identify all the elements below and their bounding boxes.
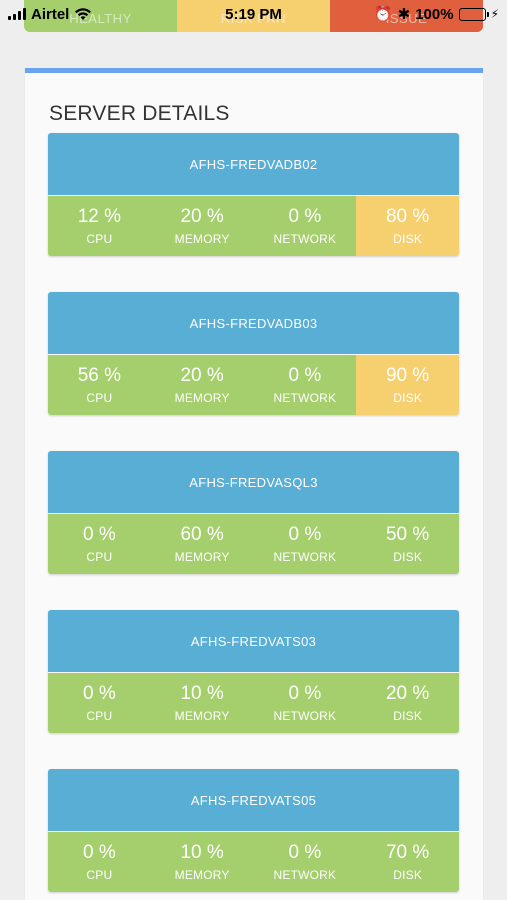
metric-network[interactable]: 0 % NETWORK bbox=[253, 514, 357, 574]
alarm-icon: ⏰ bbox=[373, 6, 393, 23]
server-card[interactable]: AFHS-FREDVADB02 12 % CPU 20 % MEMORY 0 % NETWO… bbox=[48, 133, 459, 256]
metric-memory-value: 20 % bbox=[180, 206, 224, 227]
metric-memory-label: MEMORY bbox=[174, 868, 230, 882]
legend-issue[interactable]: ISSUE bbox=[330, 0, 483, 32]
metric-network-value: 0 % bbox=[288, 842, 322, 863]
metric-disk-value: 80 % bbox=[385, 206, 430, 227]
metric-disk[interactable]: 20 % DISK bbox=[356, 673, 459, 733]
metric-network[interactable]: 0 % NETWORK bbox=[253, 673, 357, 733]
metric-memory-value: 60 % bbox=[180, 524, 224, 545]
server-name[interactable]: AFHS-FREDVATS05 bbox=[48, 769, 459, 831]
metric-disk-label: DISK bbox=[393, 391, 423, 405]
server-name[interactable]: AFHS-FREDVADB02 bbox=[48, 133, 459, 195]
legend-risk-label: RISK PRN bbox=[220, 11, 287, 26]
metric-disk[interactable]: 80 % DISK bbox=[356, 196, 459, 256]
metric-cpu-label: CPU bbox=[86, 391, 113, 405]
metric-cpu-label: CPU bbox=[86, 550, 113, 564]
metric-cpu[interactable]: 56 % CPU bbox=[48, 355, 151, 415]
wifi-icon bbox=[75, 8, 92, 20]
server-name[interactable]: AFHS-FREDVADB03 bbox=[48, 292, 459, 354]
metric-memory-label: MEMORY bbox=[174, 709, 230, 723]
metric-network-value: 0 % bbox=[288, 365, 322, 386]
carrier-name: Airtel bbox=[31, 5, 70, 23]
metric-network-label: NETWORK bbox=[273, 391, 337, 405]
server-card[interactable]: AFHS-FREDVATS05 0 % CPU 10 % MEMORY 0 % NETWOR… bbox=[48, 769, 459, 892]
status-bar: Airtel 5:19 PM ⏰ ✱ 100% ⚡ bbox=[0, 0, 507, 28]
metric-network[interactable]: 0 % NETWORK bbox=[253, 355, 357, 415]
metric-memory-label: MEMORY bbox=[174, 391, 230, 405]
metric-network-label: NETWORK bbox=[273, 709, 337, 723]
page-title: SERVER DETAILS bbox=[49, 102, 230, 125]
metric-network-value: 0 % bbox=[288, 683, 322, 704]
health-legend: HEALTHY RISK PRN ISSUE bbox=[24, 0, 483, 32]
metric-disk-label: DISK bbox=[393, 868, 423, 882]
server-card[interactable]: AFHS-FREDVASQL3 0 % CPU 60 % MEMORY 0 % NETWOR… bbox=[48, 451, 459, 574]
metric-cpu[interactable]: 0 % CPU bbox=[48, 514, 151, 574]
metric-disk-label: DISK bbox=[393, 709, 423, 723]
legend-healthy[interactable]: HEALTHY bbox=[24, 0, 177, 32]
server-card[interactable]: AFHS-FREDVADB03 56 % CPU 20 % MEMORY 0 % NETWO… bbox=[48, 292, 459, 415]
metric-disk-value: 90 % bbox=[385, 365, 430, 386]
metric-disk[interactable]: 70 % DISK bbox=[356, 832, 459, 892]
server-name[interactable]: AFHS-FREDVASQL3 bbox=[48, 451, 459, 513]
metric-cpu[interactable]: 12 % CPU bbox=[48, 196, 151, 256]
metric-memory[interactable]: 20 % MEMORY bbox=[150, 355, 254, 415]
battery-percent: 100% bbox=[415, 5, 454, 23]
metric-cpu[interactable]: 0 % CPU bbox=[48, 832, 151, 892]
metrics-row: 56 % CPU 20 % MEMORY 0 % NETWORK 90 % DISK bbox=[48, 354, 459, 415]
metric-network[interactable]: 0 % NETWORK bbox=[253, 196, 357, 256]
metric-memory[interactable]: 10 % MEMORY bbox=[150, 832, 254, 892]
metric-cpu-value: 0 % bbox=[83, 842, 116, 863]
server-details-panel: SERVER DETAILS AFHS-FREDVADB02 12 % CPU 20 … bbox=[25, 68, 483, 900]
metric-disk-label: DISK bbox=[393, 550, 423, 564]
metric-network-label: NETWORK bbox=[273, 868, 337, 882]
metric-cpu-value: 56 % bbox=[77, 365, 122, 386]
metrics-row: 12 % CPU 20 % MEMORY 0 % NETWORK 80 % DISK bbox=[48, 195, 459, 256]
metric-disk-value: 50 % bbox=[385, 524, 430, 545]
metric-cpu-label: CPU bbox=[86, 232, 113, 246]
server-card[interactable]: AFHS-FREDVATS03 0 % CPU 10 % MEMORY 0 % NETWOR… bbox=[48, 610, 459, 733]
metric-memory-value: 10 % bbox=[180, 683, 224, 704]
metric-memory[interactable]: 10 % MEMORY bbox=[150, 673, 254, 733]
metric-cpu[interactable]: 0 % CPU bbox=[48, 673, 151, 733]
metric-cpu-label: CPU bbox=[86, 709, 113, 723]
legend-issue-label: ISSUE bbox=[385, 11, 428, 26]
metrics-row: 0 % CPU 60 % MEMORY 0 % NETWORK 50 % DISK bbox=[48, 513, 459, 574]
metric-network[interactable]: 0 % NETWORK bbox=[253, 832, 357, 892]
metric-disk-value: 20 % bbox=[385, 683, 430, 704]
metric-network-value: 0 % bbox=[288, 206, 322, 227]
charging-icon: ⚡ bbox=[490, 7, 499, 21]
metric-network-label: NETWORK bbox=[273, 232, 337, 246]
metric-cpu-value: 0 % bbox=[83, 683, 116, 704]
server-name[interactable]: AFHS-FREDVATS03 bbox=[48, 610, 459, 672]
metrics-row: 0 % CPU 10 % MEMORY 0 % NETWORK 20 % DISK bbox=[48, 672, 459, 733]
legend-risk[interactable]: RISK PRN bbox=[177, 0, 330, 32]
metric-disk-value: 70 % bbox=[385, 842, 430, 863]
metric-memory[interactable]: 60 % MEMORY bbox=[150, 514, 254, 574]
metric-memory-value: 20 % bbox=[180, 365, 224, 386]
metric-memory-label: MEMORY bbox=[174, 550, 230, 564]
metric-disk[interactable]: 50 % DISK bbox=[356, 514, 459, 574]
metric-cpu-value: 0 % bbox=[83, 524, 116, 545]
bluetooth-icon: ✱ bbox=[397, 6, 411, 23]
battery-icon bbox=[458, 7, 489, 21]
metric-network-label: NETWORK bbox=[273, 550, 337, 564]
metric-cpu-value: 12 % bbox=[77, 206, 122, 227]
metric-disk-label: DISK bbox=[393, 232, 423, 246]
metric-memory-value: 10 % bbox=[180, 842, 224, 863]
signal-icon bbox=[8, 8, 26, 20]
metric-memory-label: MEMORY bbox=[174, 232, 230, 246]
metric-cpu-label: CPU bbox=[86, 868, 113, 882]
metric-disk[interactable]: 90 % DISK bbox=[356, 355, 459, 415]
metric-memory[interactable]: 20 % MEMORY bbox=[150, 196, 254, 256]
metric-network-value: 0 % bbox=[288, 524, 322, 545]
metrics-row: 0 % CPU 10 % MEMORY 0 % NETWORK 70 % DISK bbox=[48, 831, 459, 892]
